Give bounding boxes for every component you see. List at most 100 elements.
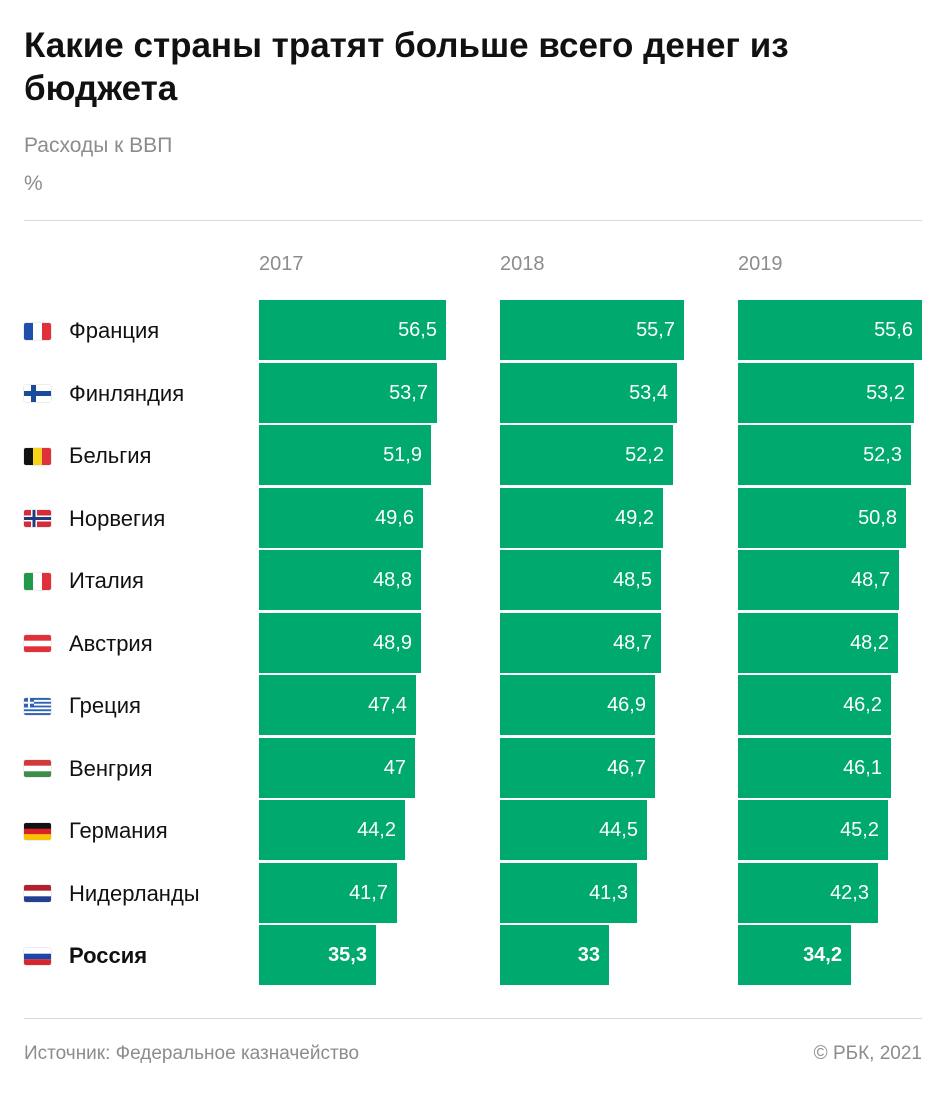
bar-2019: [738, 362, 914, 423]
bar-value-label: 34,2: [803, 944, 842, 966]
bar-2018: [500, 675, 655, 735]
category-label: Бельгия: [24, 425, 151, 487]
bar-2018: [500, 425, 673, 485]
bar-2019: [738, 550, 899, 610]
bar-value-label: 49,6: [375, 506, 414, 529]
bar-2017: [259, 550, 421, 610]
bar-value-label: 47: [383, 756, 406, 779]
bar-2018: [500, 925, 609, 985]
country-name: Норвегия: [69, 505, 166, 531]
bar-value-label: 44,5: [599, 819, 638, 841]
category-label: Норвегия: [24, 488, 165, 550]
chart-subtitle: Расходы к ВВП: [24, 134, 173, 157]
country-name: Россия: [69, 943, 148, 968]
bar-value-label: 42,3: [830, 881, 869, 904]
bar-value-label: 47,4: [368, 694, 407, 716]
category-label: Греция: [24, 675, 141, 737]
bar-2017: [259, 487, 423, 548]
bar-2017: [259, 300, 446, 360]
category-label: Италия: [24, 550, 144, 612]
country-name: Австрия: [69, 630, 153, 656]
bar-value-label: 48,7: [851, 569, 890, 591]
flag-france-icon: [24, 322, 51, 340]
country-name: Греция: [69, 693, 141, 718]
bar-2018: [500, 612, 661, 673]
category-label: Австрия: [24, 613, 153, 675]
bar-2017: [259, 800, 405, 860]
bar-value-label: 46,2: [843, 694, 882, 716]
country-name: Венгрия: [69, 755, 153, 781]
bar-2019: [738, 425, 911, 485]
bar-2017: [259, 737, 415, 798]
bar-value-label: 46,7: [607, 756, 646, 779]
bar-value-label: 52,3: [863, 444, 902, 466]
bar-value-label: 48,9: [373, 631, 412, 654]
flag-netherlands-icon: [24, 885, 51, 902]
category-label: Нидерланды: [24, 863, 200, 925]
bar-2019: [738, 737, 891, 798]
category-label: Франция: [24, 300, 159, 362]
bar-2019: [738, 862, 878, 923]
year-header-2019: 2019: [738, 253, 783, 275]
bar-value-label: 53,7: [389, 381, 428, 404]
category-label: Россия: [24, 925, 147, 987]
bar-value-label: 56,5: [398, 319, 437, 341]
flag-belgium-icon: [24, 447, 51, 465]
category-label: Германия: [24, 800, 168, 862]
bar-value-label: 48,8: [373, 569, 412, 591]
flag-italy-icon: [24, 572, 51, 590]
bar-2018: [500, 800, 647, 860]
chart-title: Какие страны тратят больше всего денег и…: [24, 26, 789, 108]
bar-2019: [738, 612, 898, 673]
bar-2019: [738, 925, 851, 985]
bar-value-label: 46,1: [843, 756, 882, 779]
bar-value-label: 51,9: [383, 444, 422, 466]
bar-value-label: 46,9: [607, 694, 646, 716]
bar-value-label: 49,2: [615, 506, 654, 529]
bar-2018: [500, 300, 684, 360]
bar-2017: [259, 925, 376, 985]
bar-2017: [259, 675, 416, 735]
bar-value-label: 41,7: [349, 881, 388, 904]
source-note: Источник: Федеральное казначейство: [24, 1043, 360, 1064]
bar-2019: [738, 300, 922, 360]
bar-2019: [738, 487, 906, 548]
bar-2018: [500, 362, 677, 423]
bar-value-label: 53,4: [629, 381, 668, 404]
bar-value-label: 53,2: [866, 381, 905, 404]
bar-2017: [259, 612, 421, 673]
country-name: Бельгия: [69, 443, 152, 468]
bar-value-label: 52,2: [625, 444, 664, 466]
flag-greece-icon: [24, 697, 51, 715]
bar-2018: [500, 550, 661, 610]
flag-finland-icon: [24, 385, 51, 402]
year-header-2018: 2018: [500, 253, 545, 275]
bar-2019: [738, 800, 888, 860]
flag-norway-icon: [24, 510, 51, 527]
bar-2018: [500, 487, 663, 548]
copyright-note: © РБК, 2021: [813, 1043, 922, 1064]
country-name: Нидерланды: [69, 880, 200, 906]
bar-2017: [259, 425, 431, 485]
bar-value-label: 33: [577, 944, 600, 966]
bar-value-label: 35,3: [328, 944, 367, 966]
country-name: Германия: [69, 818, 168, 843]
bar-value-label: 44,2: [357, 819, 396, 841]
bar-value-label: 48,5: [613, 569, 652, 591]
country-name: Финляндия: [69, 380, 185, 406]
bar-value-label: 48,7: [613, 631, 652, 654]
chart-unit: %: [24, 172, 43, 195]
bar-2017: [259, 362, 437, 423]
country-name: Франция: [69, 318, 160, 343]
flag-germany-icon: [24, 822, 51, 840]
flag-russia-icon: [24, 947, 51, 965]
flag-austria-icon: [24, 635, 51, 652]
year-header-2017: 2017: [259, 253, 304, 275]
bar-value-label: 50,8: [858, 506, 897, 529]
bar-2018: [500, 737, 655, 798]
category-label: Финляндия: [24, 363, 184, 425]
top-divider: [24, 220, 922, 221]
bar-value-label: 41,3: [589, 881, 628, 904]
bar-value-label: 45,2: [840, 819, 879, 841]
bar-value-label: 55,6: [874, 319, 913, 341]
